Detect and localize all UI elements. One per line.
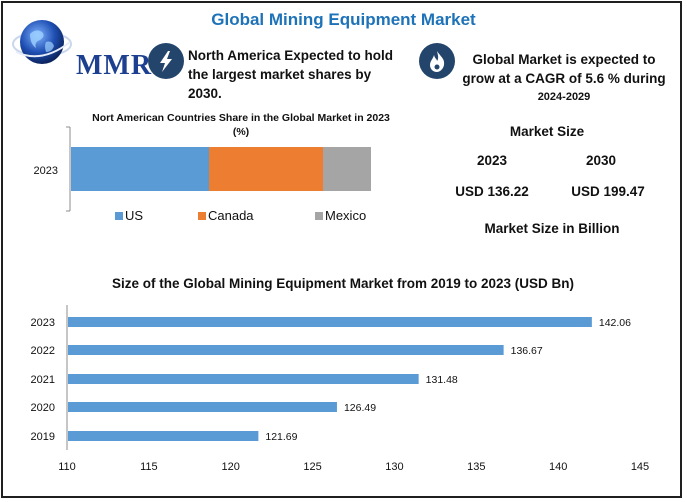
market-chart-year-label: 2023 bbox=[31, 317, 55, 329]
callout-left-line2: the largest market shares by 2030. bbox=[188, 67, 372, 101]
flame-badge bbox=[419, 43, 455, 79]
globe-icon bbox=[12, 20, 72, 64]
market-chart-year-label: 2019 bbox=[31, 431, 55, 443]
market-bar-2022 bbox=[68, 345, 504, 355]
share-bar-segment-mexico bbox=[323, 147, 371, 191]
legend-label-canada: Canada bbox=[208, 208, 254, 223]
market-bar-2019 bbox=[68, 431, 259, 441]
market-bar-2020 bbox=[68, 402, 337, 412]
legend-swatch-us bbox=[115, 212, 123, 220]
legend-swatch-canada bbox=[198, 212, 206, 220]
market-chart-x-tick-label: 125 bbox=[303, 461, 321, 473]
market-chart-year-label: 2021 bbox=[31, 374, 55, 386]
logo-text: MMR bbox=[76, 50, 153, 81]
market-bar-value-label: 131.48 bbox=[426, 374, 458, 386]
lightning-badge bbox=[148, 43, 184, 79]
callout-left-line1: North America Expected to hold bbox=[188, 48, 394, 63]
page-title: Global Mining Equipment Market bbox=[211, 10, 476, 29]
north-america-callout: North America Expected to hold the large… bbox=[188, 46, 408, 103]
market-size-value-b: USD 199.47 bbox=[571, 184, 645, 199]
market-chart-x-tick-label: 135 bbox=[467, 461, 485, 473]
legend-label-mexico: Mexico bbox=[325, 208, 366, 223]
legend-swatch-mexico bbox=[315, 212, 323, 220]
flame-icon bbox=[430, 51, 445, 72]
mmr-logo: MMR bbox=[12, 12, 151, 81]
market-size-value-a: USD 136.22 bbox=[455, 184, 529, 199]
share-chart-title: Nort American Countries Share in the Glo… bbox=[92, 112, 390, 124]
share-bar-segment-us bbox=[71, 147, 209, 191]
lightning-icon bbox=[160, 51, 172, 72]
market-chart-x-tick-label: 115 bbox=[140, 461, 158, 473]
market-size-year-a: 2023 bbox=[476, 153, 508, 168]
callout-right-line3: 2024-2029 bbox=[537, 91, 591, 103]
share-chart-category-label: 2023 bbox=[34, 165, 58, 177]
market-bar-2023 bbox=[68, 317, 592, 327]
legend-label-us: US bbox=[125, 208, 143, 223]
market-bar-value-label: 142.06 bbox=[599, 317, 631, 329]
market-chart-year-label: 2022 bbox=[31, 345, 55, 357]
cagr-callout: Global Market is expected to grow at a C… bbox=[458, 50, 670, 107]
share-bar-segment-canada bbox=[209, 147, 323, 191]
market-bar-value-label: 126.49 bbox=[344, 402, 376, 414]
market-chart-title: Size of the Global Mining Equipment Mark… bbox=[112, 276, 574, 291]
market-chart-x-tick-label: 140 bbox=[549, 461, 567, 473]
market-bar-2021 bbox=[68, 374, 419, 384]
market-size-heading: Market Size bbox=[509, 124, 585, 139]
callout-right-line1: Global Market is expected to bbox=[472, 52, 656, 67]
market-chart-x-tick-label: 130 bbox=[385, 461, 403, 473]
market-chart-year-label: 2020 bbox=[31, 402, 55, 414]
market-chart-x-tick-label: 145 bbox=[631, 461, 649, 473]
market-bar-value-label: 121.69 bbox=[265, 431, 297, 443]
market-size-year-b: 2030 bbox=[585, 153, 617, 168]
callout-right-line2: grow at a CAGR of 5.6 % during bbox=[462, 71, 666, 86]
market-chart-x-tick-label: 110 bbox=[58, 461, 76, 473]
market-bar-value-label: 136.67 bbox=[511, 345, 543, 357]
share-chart-title-unit: (%) bbox=[233, 126, 249, 138]
market-size-footer: Market Size in Billion bbox=[484, 221, 620, 236]
market-chart-x-tick-label: 120 bbox=[222, 461, 240, 473]
